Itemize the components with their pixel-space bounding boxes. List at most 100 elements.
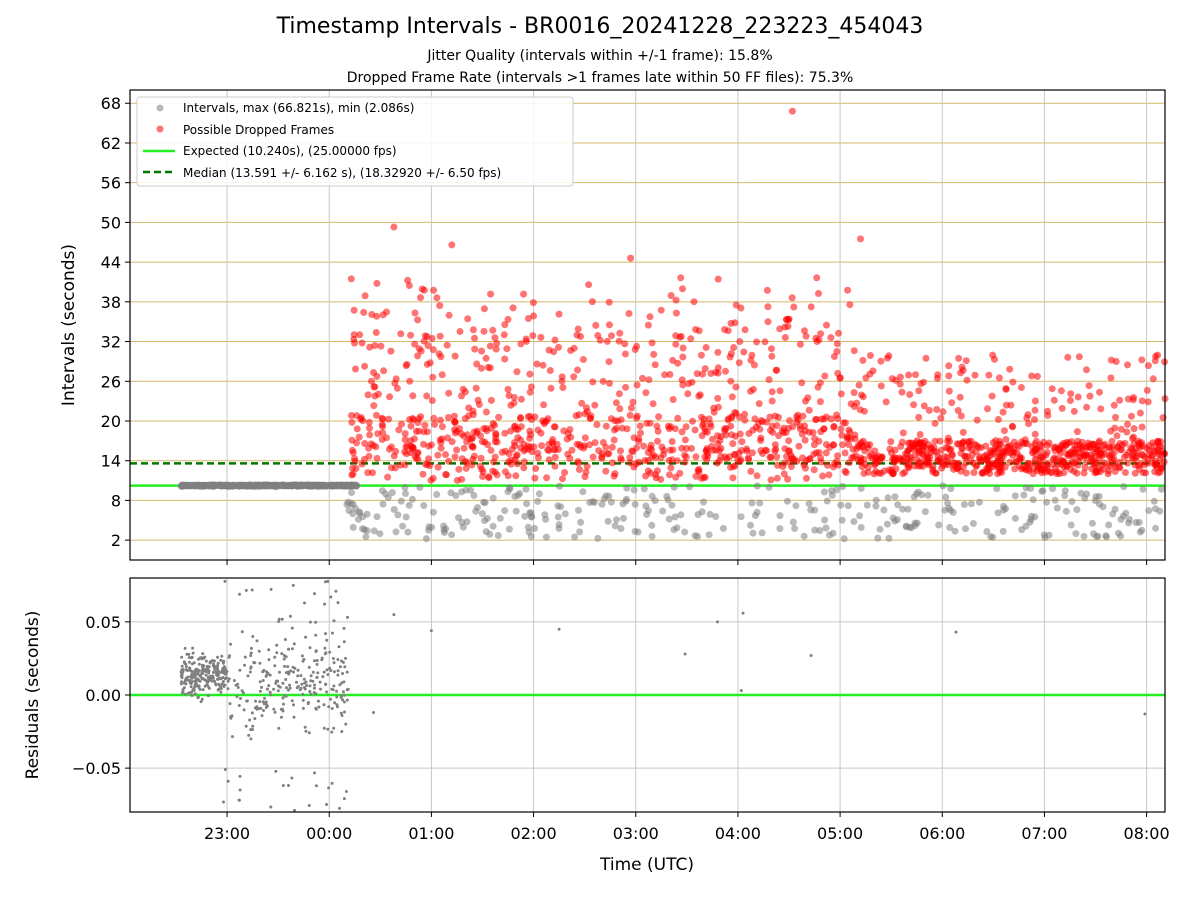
dropped-frame-point xyxy=(450,412,458,420)
residual-point xyxy=(345,670,349,674)
interval-point xyxy=(1020,491,1028,499)
residual-point xyxy=(341,698,344,702)
dropped-frame-point xyxy=(574,325,582,333)
interval-point xyxy=(634,528,642,536)
dropped-frame-point xyxy=(774,461,782,469)
residual-point xyxy=(180,664,184,668)
residual-point xyxy=(229,716,233,720)
dropped-frame-point xyxy=(471,345,479,353)
dropped-frame-point xyxy=(514,460,521,468)
interval-point xyxy=(525,528,533,536)
dropped-frame-point xyxy=(850,347,858,355)
dropped-frame-point xyxy=(896,373,904,381)
dropped-frame-point xyxy=(946,446,954,454)
dropped-frame-point xyxy=(610,436,618,444)
dropped-frame-point xyxy=(911,440,919,448)
dropped-frame-point xyxy=(616,329,624,337)
dropped-frame-point xyxy=(639,374,646,382)
interval-point xyxy=(1102,532,1110,540)
dropped-frame-point xyxy=(445,457,453,465)
residual-point xyxy=(290,776,294,780)
dropped-frame-point xyxy=(504,315,512,323)
dropped-frame-point xyxy=(835,329,842,337)
intervals-y-tick-label: 8 xyxy=(111,491,121,510)
residual-point xyxy=(345,698,349,702)
dropped-frame-point xyxy=(420,428,428,436)
interval-point xyxy=(994,509,1002,517)
interval-point xyxy=(876,525,884,533)
dropped-frame-point xyxy=(943,453,951,461)
dropped-frame-point xyxy=(833,411,840,419)
interval-point xyxy=(404,528,412,536)
dropped-frame-point xyxy=(573,331,581,339)
residual-point xyxy=(298,688,302,692)
dropped-frame-point xyxy=(397,461,404,469)
dropped-frame-point xyxy=(1144,459,1151,467)
dropped-frame-point xyxy=(768,388,776,396)
dropped-frame-point xyxy=(1105,462,1113,470)
dropped-frame-point xyxy=(1107,356,1115,364)
dropped-frame-point xyxy=(537,333,545,341)
residual-point xyxy=(204,673,208,677)
interval-point xyxy=(425,526,433,534)
dropped-frame-point xyxy=(915,413,923,421)
dropped-frame-point xyxy=(583,408,591,416)
residual-point xyxy=(291,665,295,669)
residual-point xyxy=(325,638,329,642)
dropped-frame-point xyxy=(588,298,596,306)
interval-point xyxy=(1000,502,1007,510)
dropped-frame-point xyxy=(574,459,582,467)
dropped-frame-point xyxy=(599,377,607,385)
dropped-frame-point xyxy=(469,326,477,334)
interval-point xyxy=(494,532,502,539)
dropped-frame-point xyxy=(1149,375,1157,383)
interval-point xyxy=(1061,492,1069,500)
interval-point xyxy=(935,521,943,529)
interval-point xyxy=(504,488,512,496)
interval-point xyxy=(384,494,392,502)
residual-point xyxy=(287,784,290,787)
residual-point xyxy=(183,692,187,696)
dropped-frame-point xyxy=(458,475,466,483)
interval-point xyxy=(1083,490,1091,498)
interval-point xyxy=(541,511,549,519)
dropped-frame-point xyxy=(591,401,599,409)
residual-point xyxy=(328,666,332,670)
residual-point xyxy=(339,711,343,715)
dropped-frame-point xyxy=(486,364,494,372)
interval-point xyxy=(651,497,659,505)
dropped-frame-point xyxy=(846,301,854,309)
dropped-frame-point xyxy=(366,343,374,351)
interval-point xyxy=(470,492,478,499)
dropped-frame-point xyxy=(738,438,746,446)
dropped-frame-point xyxy=(644,467,652,475)
dropped-frame-point xyxy=(956,393,964,401)
dropped-frame-point xyxy=(847,400,855,408)
dropped-frame-point xyxy=(451,429,459,437)
dropped-frame-point xyxy=(526,370,534,378)
interval-point xyxy=(694,533,702,540)
interval-point xyxy=(783,497,791,505)
interval-point xyxy=(478,510,486,518)
dropped-frame-point xyxy=(510,399,518,407)
dropped-frame-point xyxy=(898,388,906,396)
dropped-frame-point xyxy=(866,441,874,449)
dropped-frame-point xyxy=(967,437,975,445)
interval-point xyxy=(575,506,582,514)
residuals-y-axis-label: Residuals (seconds) xyxy=(23,611,43,780)
interval-point xyxy=(1145,507,1153,515)
legend: Intervals, max (66.821s), min (2.086s) P… xyxy=(136,96,574,187)
interval-point xyxy=(962,525,969,533)
residual-point xyxy=(224,672,228,676)
residual-point xyxy=(226,679,230,683)
residual-point xyxy=(214,670,218,674)
dropped-frame-point xyxy=(442,471,450,478)
residual-point xyxy=(261,679,265,682)
dropped-frame-point xyxy=(825,471,833,479)
residual-point xyxy=(315,659,319,662)
dropped-frame-point xyxy=(820,415,828,423)
dropped-frame-point xyxy=(768,345,775,353)
dropped-frame-point xyxy=(886,445,894,453)
interval-point xyxy=(857,484,865,492)
interval-point xyxy=(993,485,1001,493)
